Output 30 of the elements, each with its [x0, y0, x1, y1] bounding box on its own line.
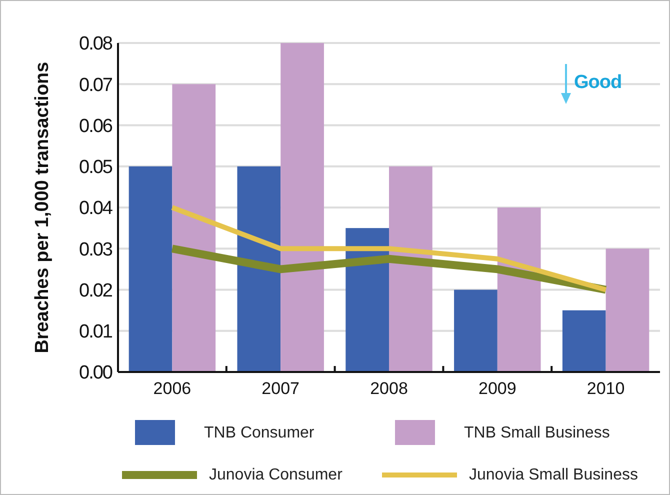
legend-label: TNB Consumer — [204, 424, 315, 442]
bar — [172, 84, 216, 372]
y-tick-label: 0.06 — [79, 116, 112, 137]
annotation: Good — [574, 72, 622, 93]
y-tick-label: 0.00 — [79, 362, 112, 384]
legend-label: TNB Small Business — [464, 424, 610, 442]
legend-label: Junovia Small Business — [469, 466, 638, 484]
bar — [497, 208, 541, 372]
y-tick-label: 0.08 — [79, 34, 112, 55]
y-tick-label: 0.04 — [79, 198, 114, 220]
x-tick-label: 2009 — [478, 379, 516, 398]
x-tick-label: 2006 — [153, 379, 192, 398]
bar — [562, 310, 606, 372]
x-tick-label: 2010 — [586, 379, 625, 398]
y-tick-label: 0.05 — [79, 157, 112, 178]
y-tick-label: 0.01 — [79, 322, 112, 343]
bar — [237, 166, 281, 372]
bar — [128, 166, 172, 372]
legend-label: Junovia Consumer — [209, 466, 344, 484]
bar — [389, 166, 432, 372]
bar — [346, 228, 389, 372]
x-tick-label: 2007 — [262, 379, 300, 398]
x-tick-label: 2008 — [370, 379, 408, 398]
bar — [606, 248, 650, 372]
y-tick-label: 0.07 — [79, 74, 112, 96]
y-tick-label: 0.03 — [79, 239, 112, 260]
y-axis-title: Breaches per 1,000 transactions — [32, 62, 53, 354]
bar — [454, 290, 498, 372]
bar — [280, 43, 324, 372]
y-tick-label: 0.02 — [79, 280, 112, 302]
